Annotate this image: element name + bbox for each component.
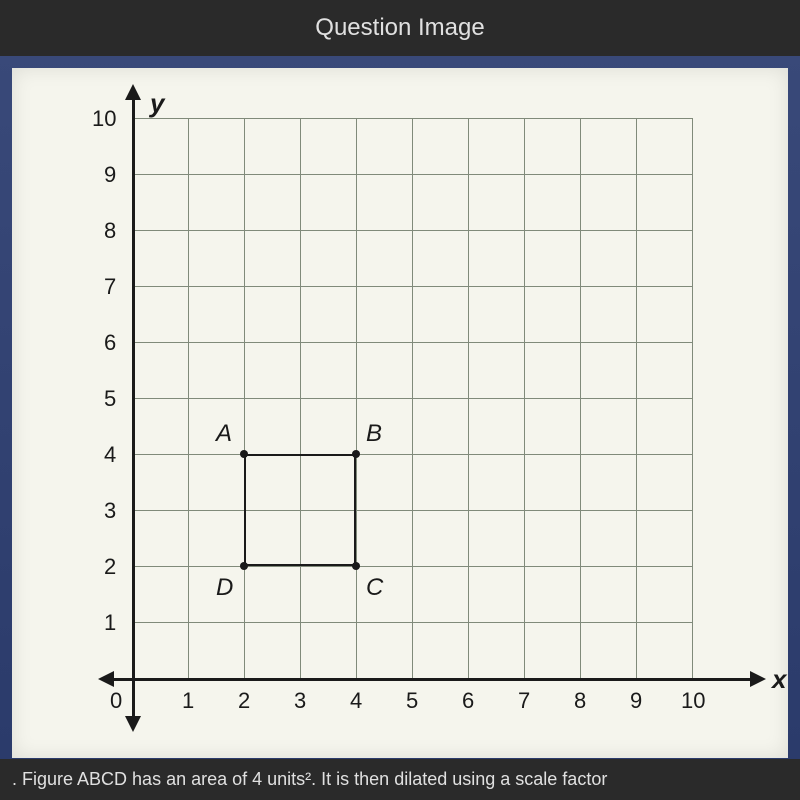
grid-line-v [412, 118, 413, 678]
x-tick-label: 5 [406, 688, 418, 714]
vertex-point-a [240, 450, 248, 458]
grid-line-h [132, 510, 692, 511]
y-tick-label: 8 [104, 218, 116, 244]
x-tick-label: 10 [681, 688, 705, 714]
x-tick-label: 8 [574, 688, 586, 714]
y-tick-label: 4 [104, 442, 116, 468]
vertex-point-b [352, 450, 360, 458]
arrow-right-icon [750, 671, 766, 687]
footer-bar: . Figure ABCD has an area of 4 units². I… [0, 759, 800, 800]
x-axis [112, 678, 752, 681]
y-tick-label: 10 [92, 106, 116, 132]
x-tick-label: 3 [294, 688, 306, 714]
vertex-point-c [352, 562, 360, 570]
y-axis-label: y [150, 88, 164, 119]
vertex-label-a: A [216, 420, 232, 448]
chart-area: y x 0 12345678910 12345678910 ABDC [72, 98, 752, 738]
y-tick-label: 3 [104, 498, 116, 524]
y-tick-label: 2 [104, 554, 116, 580]
y-axis [132, 98, 135, 718]
x-tick-label: 2 [238, 688, 250, 714]
square-abcd [244, 454, 356, 566]
y-tick-label: 7 [104, 274, 116, 300]
x-axis-label: x [772, 664, 786, 695]
x-tick-label: 4 [350, 688, 362, 714]
y-tick-label: 1 [104, 610, 116, 636]
footer-text: . Figure ABCD has an area of 4 units². I… [12, 769, 607, 789]
grid-line-h [132, 622, 692, 623]
grid-line-v [524, 118, 525, 678]
vertex-label-d: D [216, 574, 233, 602]
grid-line-h [132, 566, 692, 567]
arrow-left-icon [98, 671, 114, 687]
y-tick-label: 9 [104, 162, 116, 188]
header-bar: Question Image [0, 0, 800, 56]
vertex-label-b: B [366, 420, 382, 448]
x-tick-label: 6 [462, 688, 474, 714]
y-tick-label: 5 [104, 386, 116, 412]
header-title: Question Image [315, 14, 484, 41]
grid-line-v [468, 118, 469, 678]
vertex-point-d [240, 562, 248, 570]
arrow-down-icon [125, 716, 141, 732]
grid-line-v [636, 118, 637, 678]
y-tick-label: 6 [104, 330, 116, 356]
chart-container: y x 0 1 2 3 4 5 6 7 8 9 10 1 2 3 4 5 6 7 8 9 10 A B D C [12, 68, 788, 758]
grid-line-h [132, 454, 692, 455]
x-tick-label: 1 [182, 688, 194, 714]
x-tick-label: 7 [518, 688, 530, 714]
x-tick-label: 9 [630, 688, 642, 714]
grid-line-v [692, 118, 693, 678]
arrow-up-icon [125, 84, 141, 100]
grid-line-v [580, 118, 581, 678]
vertex-label-c: C [366, 574, 383, 602]
origin-label: 0 [110, 688, 122, 714]
